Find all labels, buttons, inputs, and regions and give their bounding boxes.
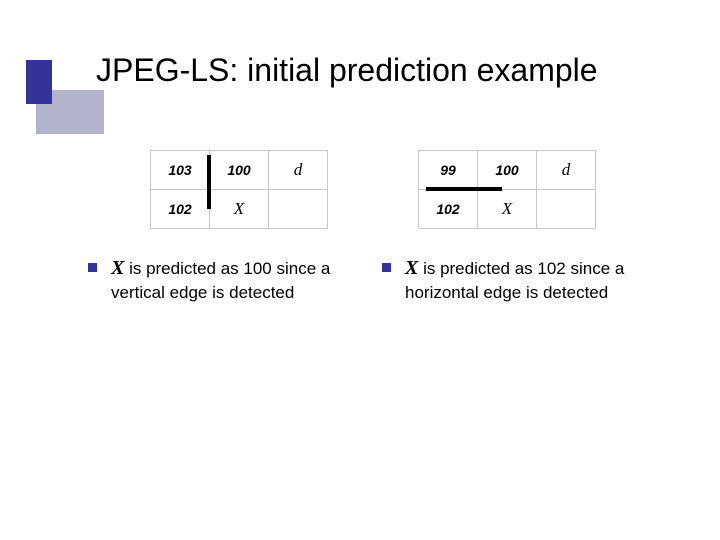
content-columns: 103 100 d 102 X — [0, 150, 720, 305]
cell — [269, 190, 328, 229]
cell: d — [269, 151, 328, 190]
cell: 99 — [419, 151, 478, 190]
left-table: 103 100 d 102 X — [150, 150, 328, 229]
accent-dark-block — [26, 60, 52, 104]
slide-title: JPEG-LS: initial prediction example — [96, 52, 700, 89]
cell-symbol: X — [234, 199, 244, 218]
cell: 100 — [478, 151, 537, 190]
cell: 103 — [151, 151, 210, 190]
cell-value: 99 — [440, 162, 456, 178]
cell-value: 103 — [168, 162, 191, 178]
right-body-rest: is predicted as 102 since a horizontal e… — [405, 259, 624, 302]
slide: JPEG-LS: initial prediction example 103 … — [0, 0, 720, 540]
right-bullet-row: X is predicted as 102 since a horizontal… — [382, 255, 680, 305]
cell: 102 — [419, 190, 478, 229]
cell-value: 100 — [227, 162, 250, 178]
x-symbol: X — [111, 257, 124, 279]
cell: 100 — [210, 151, 269, 190]
cell: X — [210, 190, 269, 229]
left-body-text: X is predicted as 100 since a vertical e… — [111, 255, 340, 305]
left-column: 103 100 d 102 X — [0, 150, 360, 305]
left-body-rest: is predicted as 100 since a vertical edg… — [111, 259, 330, 302]
right-table: 99 100 d 102 X — [418, 150, 596, 229]
table-row: 99 100 d — [419, 151, 596, 190]
table-row: 102 X — [151, 190, 328, 229]
vertical-edge-mark — [207, 155, 211, 209]
cell: X — [478, 190, 537, 229]
table-row: 103 100 d — [151, 151, 328, 190]
bullet-icon — [88, 263, 97, 272]
cell-symbol: d — [294, 160, 303, 179]
bullet-icon — [382, 263, 391, 272]
horizontal-edge-mark — [426, 187, 502, 191]
cell-value: 102 — [168, 201, 191, 217]
right-column: 99 100 d 102 X — [360, 150, 720, 305]
cell: d — [537, 151, 596, 190]
cell-symbol: d — [562, 160, 571, 179]
x-symbol: X — [405, 257, 418, 279]
left-bullet-row: X is predicted as 100 since a vertical e… — [88, 255, 340, 305]
cell-symbol: X — [502, 199, 512, 218]
cell — [537, 190, 596, 229]
cell: 102 — [151, 190, 210, 229]
right-body-text: X is predicted as 102 since a horizontal… — [405, 255, 680, 305]
cell-value: 100 — [495, 162, 518, 178]
table-row: 102 X — [419, 190, 596, 229]
cell-value: 102 — [436, 201, 459, 217]
